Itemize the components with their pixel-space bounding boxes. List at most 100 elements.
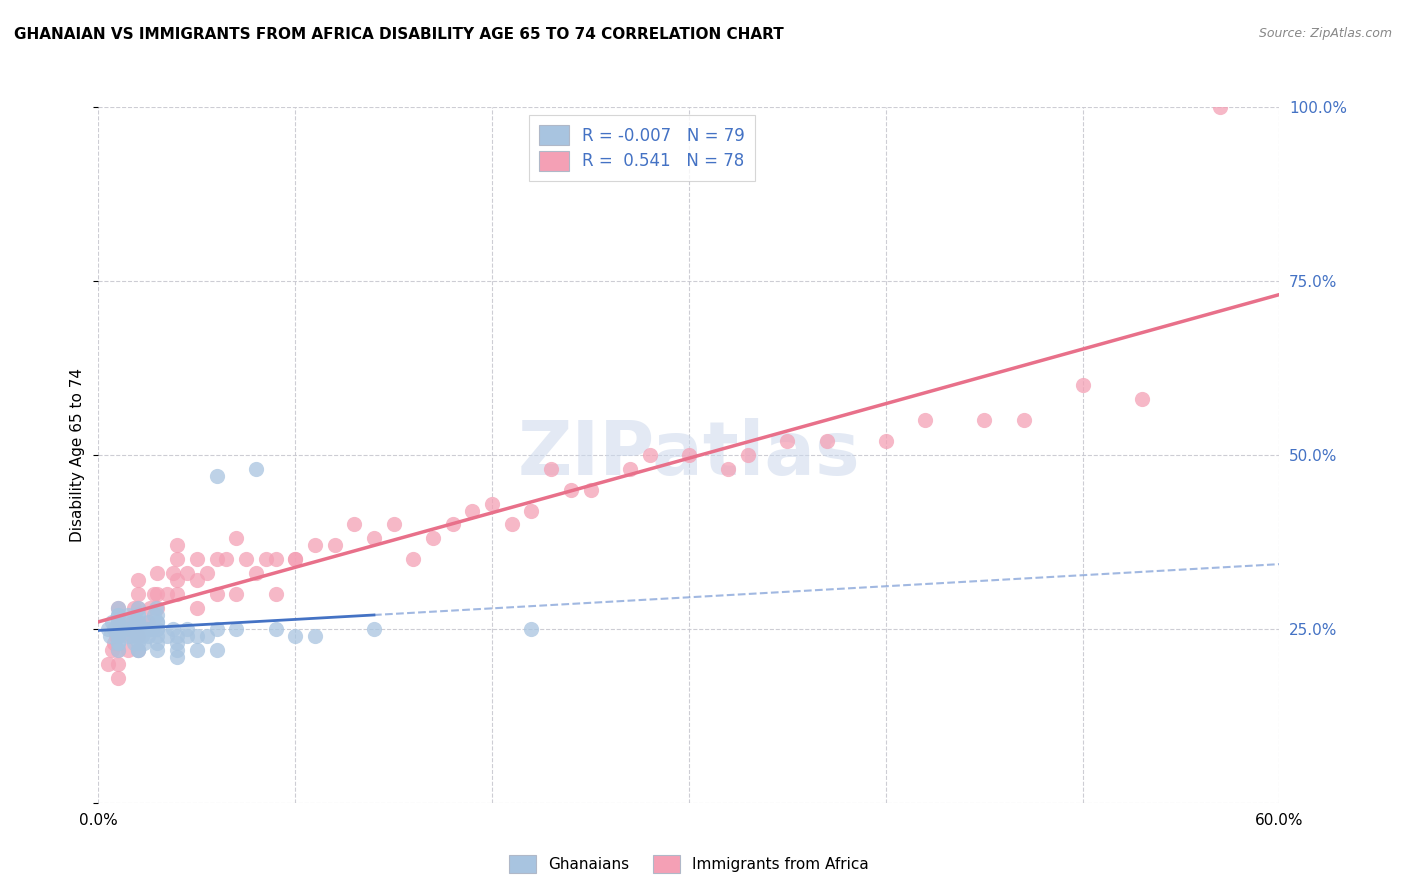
Legend: Ghanaians, Immigrants from Africa: Ghanaians, Immigrants from Africa [503,849,875,879]
Point [382,517,405,532]
Point [107,607,129,622]
Point [176,622,198,636]
Point [737,448,759,462]
Point [146,587,169,601]
Point [205,622,228,636]
Point [323,538,346,552]
Point [127,642,149,657]
Text: GHANAIAN VS IMMIGRANTS FROM AFRICA DISABILITY AGE 65 TO 74 CORRELATION CHART: GHANAIAN VS IMMIGRANTS FROM AFRICA DISAB… [14,27,783,42]
Point [97,622,120,636]
Point [501,517,523,532]
Point [127,573,149,587]
Point [215,552,238,566]
Point [973,413,995,427]
Point [145,601,167,615]
Point [162,622,184,636]
Point [186,629,208,643]
Point [127,636,149,650]
Point [579,483,602,497]
Point [107,615,129,629]
Point [166,587,188,601]
Point [146,636,169,650]
Point [146,566,169,581]
Point [127,615,149,629]
Point [402,552,425,566]
Point [127,607,149,622]
Point [176,566,198,581]
Point [363,622,385,636]
Point [118,622,141,636]
Point [815,434,838,448]
Point [117,622,139,636]
Point [166,649,188,664]
Point [107,642,129,657]
Point [131,629,153,643]
Point [146,622,169,636]
Point [107,601,129,615]
Point [284,552,307,566]
Point [146,601,169,615]
Point [121,629,143,643]
Point [205,552,228,566]
Point [520,622,543,636]
Point [127,607,149,622]
Point [146,642,169,657]
Point [117,629,139,643]
Point [176,629,198,643]
Point [205,468,228,483]
Point [254,552,277,566]
Point [127,629,149,643]
Point [914,413,936,427]
Point [619,462,641,476]
Point [107,622,129,636]
Point [118,629,141,643]
Point [107,615,129,629]
Point [107,615,129,629]
Point [304,629,326,643]
Point [107,636,129,650]
Point [304,538,326,552]
Point [264,622,287,636]
Point [1130,392,1153,407]
Point [103,622,125,636]
Text: Source: ZipAtlas.com: Source: ZipAtlas.com [1258,27,1392,40]
Point [122,601,145,615]
Point [107,629,129,643]
Point [264,552,287,566]
Point [101,615,124,629]
Point [141,622,163,636]
Point [135,622,157,636]
Point [127,622,149,636]
Point [284,552,307,566]
Point [107,622,129,636]
Point [107,622,129,636]
Point [117,642,139,657]
Point [422,532,444,546]
Point [101,642,124,657]
Point [162,566,184,581]
Point [166,552,188,566]
Point [105,622,128,636]
Point [875,434,897,448]
Point [235,552,257,566]
Point [136,615,159,629]
Point [107,642,129,657]
Point [105,629,128,643]
Point [138,601,160,615]
Point [156,587,179,601]
Point [132,636,155,650]
Point [127,642,149,657]
Point [122,636,145,650]
Point [245,566,267,581]
Point [146,629,169,643]
Point [678,448,700,462]
Point [1012,413,1035,427]
Point [103,636,125,650]
Point [284,629,307,643]
Point [166,629,188,643]
Point [107,629,129,643]
Y-axis label: Disability Age 65 to 74: Disability Age 65 to 74 [70,368,86,542]
Point [363,532,385,546]
Point [127,587,149,601]
Point [122,622,145,636]
